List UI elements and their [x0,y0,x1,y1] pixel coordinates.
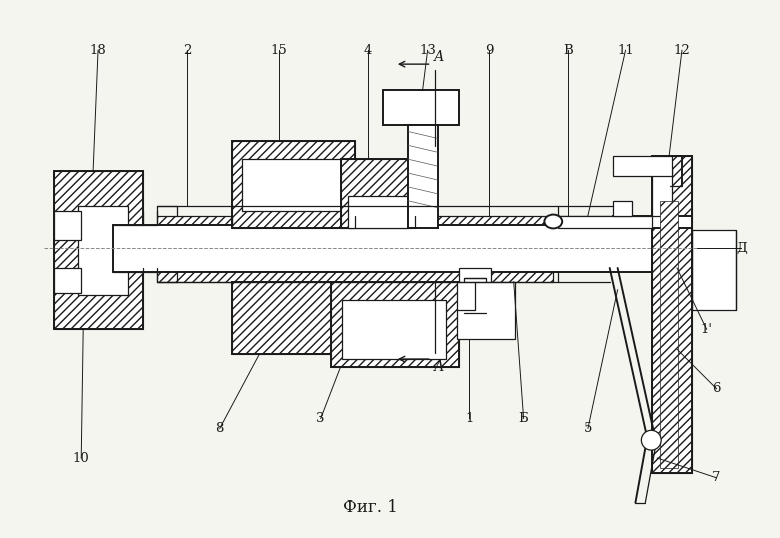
Bar [464,278,486,313]
Bar [558,216,652,229]
Bar [331,282,459,367]
Text: 13: 13 [419,44,436,57]
Ellipse shape [544,215,562,229]
Text: 4: 4 [364,44,372,57]
Bar [158,216,662,229]
Bar [232,282,356,354]
Circle shape [641,430,661,450]
Bar [341,159,415,229]
Text: Д: Д [736,242,746,254]
Text: А: А [434,360,445,374]
Bar [612,201,633,216]
Bar [54,268,81,293]
Bar [652,156,692,473]
Bar [331,282,459,367]
Bar [113,225,667,272]
Bar [612,216,692,229]
Bar [54,171,143,329]
Text: 6: 6 [712,383,721,395]
Text: 2: 2 [183,44,191,57]
Text: 15: 15 [271,44,288,57]
Bar [612,156,672,176]
Bar [457,282,515,339]
Bar [652,156,692,473]
Bar [232,141,356,229]
Bar [232,141,356,229]
Text: 5: 5 [583,422,592,435]
Bar [383,90,459,124]
Text: 10: 10 [73,451,90,464]
Text: А: А [434,50,445,64]
Text: 9: 9 [484,44,493,57]
Bar [158,216,662,229]
Bar [158,268,553,282]
Text: 11: 11 [617,44,634,57]
Bar [408,124,438,229]
Text: Б: Б [519,412,529,425]
Bar [459,268,491,317]
Text: Фиг. 1: Фиг. 1 [342,499,398,516]
Bar [692,230,736,309]
Bar [54,171,143,329]
Bar [78,206,128,295]
Bar [341,159,415,229]
Text: 7: 7 [712,471,721,484]
Text: 18: 18 [90,44,106,57]
Bar [242,159,341,210]
Text: 1': 1' [700,323,713,336]
Text: 8: 8 [215,422,224,435]
Bar [232,282,356,354]
Bar [652,166,672,216]
Text: 1: 1 [465,412,473,425]
Text: В: В [563,44,573,57]
Bar [158,268,553,282]
Bar [660,201,678,468]
Text: 12: 12 [674,44,690,57]
Text: 3: 3 [317,412,325,425]
Bar [54,210,81,240]
Bar [349,196,408,229]
Bar [342,300,446,359]
